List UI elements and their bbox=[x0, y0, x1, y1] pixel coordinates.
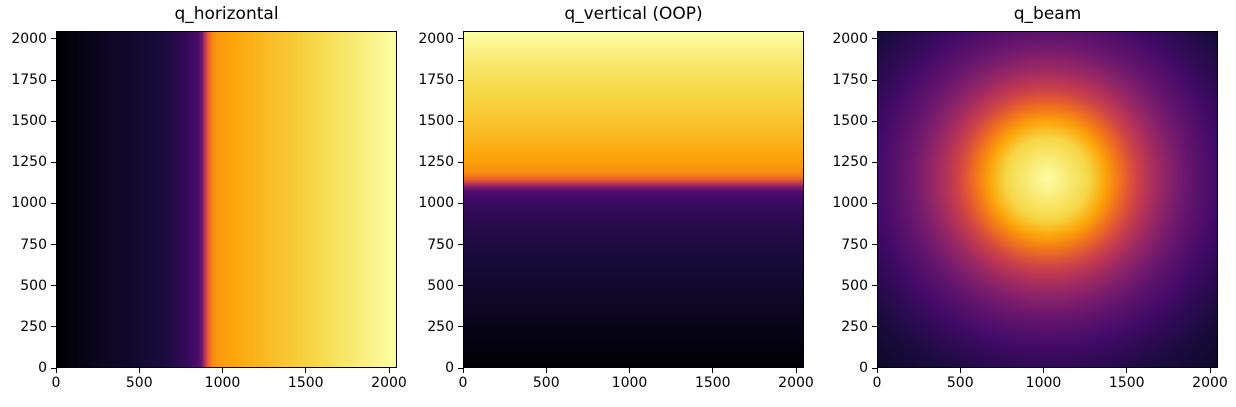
x-tick-mark bbox=[795, 368, 797, 373]
x-tick-label: 2000 bbox=[371, 375, 407, 391]
y-tick-label: 1750 bbox=[832, 72, 868, 89]
y-tick-mark bbox=[51, 202, 56, 204]
heatmap-q-beam bbox=[878, 32, 1217, 367]
plot-area-q-beam bbox=[877, 31, 1218, 368]
y-tick-mark bbox=[51, 120, 56, 122]
y-tick-label: 1250 bbox=[418, 154, 454, 171]
x-tick-mark bbox=[1043, 368, 1044, 373]
y-tick-label: 750 bbox=[841, 236, 868, 253]
y-tick-label: 250 bbox=[841, 318, 868, 335]
y-tick-label: 1500 bbox=[418, 113, 454, 130]
y-tick-mark bbox=[51, 161, 56, 163]
y-tick-label: 1000 bbox=[11, 195, 47, 212]
y-tick-label: 750 bbox=[20, 236, 47, 253]
y-tick-mark bbox=[872, 244, 877, 246]
y-tick-label: 0 bbox=[445, 360, 454, 376]
y-tick-mark bbox=[51, 244, 56, 246]
x-tick-mark bbox=[545, 368, 547, 373]
y-tick-label: 1500 bbox=[11, 113, 47, 130]
y-tick-label: 500 bbox=[20, 277, 47, 294]
x-tick-label: 500 bbox=[125, 375, 153, 391]
y-tick-mark bbox=[872, 202, 877, 204]
y-tick-mark bbox=[458, 202, 463, 204]
x-tick-mark bbox=[388, 368, 390, 373]
x-tick-label: 0 bbox=[51, 375, 61, 391]
y-tick-mark bbox=[51, 79, 56, 81]
y-tick-mark bbox=[458, 161, 463, 163]
y-tick-label: 1750 bbox=[11, 72, 47, 89]
heatmap-q-horizontal bbox=[57, 32, 396, 367]
x-tick-mark bbox=[712, 368, 714, 373]
y-tick-mark bbox=[458, 367, 463, 369]
y-tick-mark bbox=[872, 161, 877, 163]
y-tick-mark bbox=[872, 38, 877, 40]
x-tick-mark bbox=[876, 368, 878, 373]
y-tick-mark bbox=[458, 120, 463, 122]
y-tick-label: 1750 bbox=[418, 72, 454, 89]
x-tick-label: 2000 bbox=[1192, 375, 1228, 391]
y-tick-mark bbox=[51, 38, 56, 40]
y-tick-label: 1000 bbox=[418, 195, 454, 212]
plot-area-q-horizontal bbox=[56, 31, 397, 368]
y-tick-label: 250 bbox=[427, 318, 454, 335]
y-tick-label: 0 bbox=[859, 360, 868, 376]
y-tick-mark bbox=[872, 326, 877, 328]
x-tick-mark bbox=[55, 368, 57, 373]
x-tick-label: 0 bbox=[458, 375, 468, 391]
x-tick-label: 1000 bbox=[204, 375, 241, 391]
x-tick-mark bbox=[1126, 368, 1128, 373]
x-tick-mark bbox=[222, 368, 223, 373]
y-tick-label: 1000 bbox=[832, 195, 868, 212]
x-tick-label: 1000 bbox=[1025, 375, 1062, 391]
y-tick-label: 2000 bbox=[11, 30, 47, 47]
x-tick-mark bbox=[1209, 368, 1211, 373]
y-tick-mark bbox=[51, 367, 56, 369]
y-tick-mark bbox=[458, 285, 463, 287]
plot-area-q-vertical bbox=[463, 31, 804, 368]
x-tick-label: 500 bbox=[532, 375, 560, 391]
x-tick-mark bbox=[629, 368, 630, 373]
heatmap-q-vertical bbox=[464, 32, 803, 367]
y-tick-mark bbox=[458, 326, 463, 328]
y-tick-label: 2000 bbox=[418, 30, 454, 47]
y-tick-label: 500 bbox=[427, 277, 454, 294]
y-tick-label: 0 bbox=[38, 360, 47, 376]
y-tick-label: 2000 bbox=[832, 30, 868, 47]
y-tick-label: 1500 bbox=[832, 113, 868, 130]
y-tick-mark bbox=[458, 79, 463, 81]
y-tick-label: 500 bbox=[841, 277, 868, 294]
x-tick-label: 1500 bbox=[694, 375, 731, 391]
x-tick-mark bbox=[462, 368, 464, 373]
y-tick-mark bbox=[458, 244, 463, 246]
y-tick-mark bbox=[51, 285, 56, 287]
panel-title-q-vertical: q_vertical (OOP) bbox=[564, 4, 703, 24]
y-tick-label: 250 bbox=[20, 318, 47, 335]
x-tick-mark bbox=[305, 368, 307, 373]
panel-title-q-beam: q_beam bbox=[1013, 4, 1082, 24]
x-tick-mark bbox=[138, 368, 140, 373]
x-tick-label: 1500 bbox=[287, 375, 324, 391]
x-tick-mark bbox=[959, 368, 961, 373]
y-tick-mark bbox=[872, 79, 877, 81]
x-tick-label: 2000 bbox=[778, 375, 814, 391]
panel-title-q-horizontal: q_horizontal bbox=[174, 4, 279, 24]
y-tick-mark bbox=[872, 285, 877, 287]
x-tick-label: 500 bbox=[946, 375, 974, 391]
y-tick-label: 750 bbox=[427, 236, 454, 253]
y-tick-mark bbox=[872, 120, 877, 122]
y-tick-mark bbox=[872, 367, 877, 369]
y-tick-mark bbox=[51, 326, 56, 328]
y-tick-label: 1250 bbox=[11, 154, 47, 171]
x-tick-label: 1000 bbox=[611, 375, 648, 391]
y-tick-mark bbox=[458, 38, 463, 40]
x-tick-label: 1500 bbox=[1108, 375, 1145, 391]
y-tick-label: 1250 bbox=[832, 154, 868, 171]
x-tick-label: 0 bbox=[872, 375, 882, 391]
